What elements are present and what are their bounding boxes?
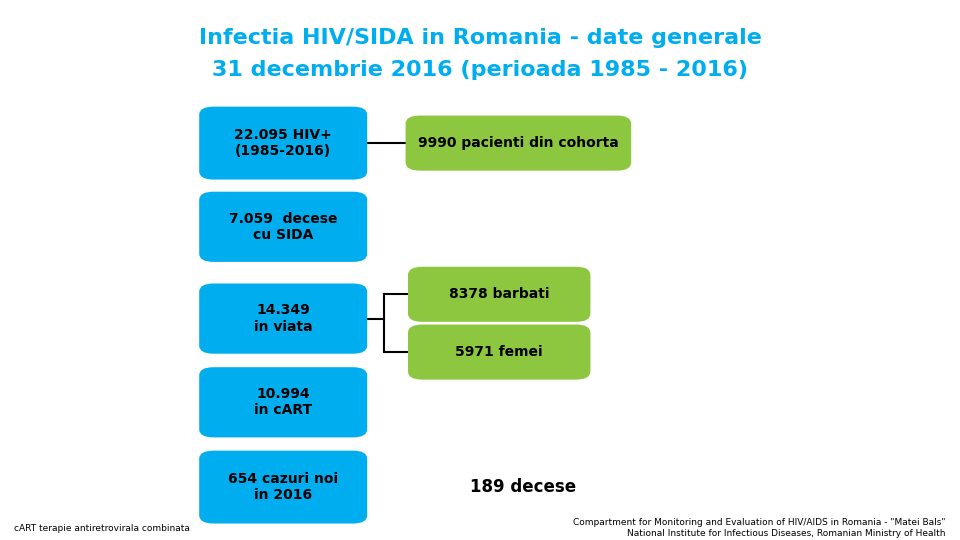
FancyBboxPatch shape [199, 284, 367, 354]
Text: Compartment for Monitoring and Evaluation of HIV/AIDS in Romania - "Matei Bals"
: Compartment for Monitoring and Evaluatio… [573, 518, 946, 538]
Text: 8378 barbati: 8378 barbati [449, 287, 549, 301]
FancyBboxPatch shape [199, 450, 367, 524]
Text: Infectia HIV/SIDA in Romania - date generale: Infectia HIV/SIDA in Romania - date gene… [199, 28, 761, 48]
Text: 14.349
in viata: 14.349 in viata [253, 303, 313, 334]
FancyBboxPatch shape [199, 106, 367, 179]
Text: 9990 pacienti din cohorta: 9990 pacienti din cohorta [418, 136, 619, 150]
FancyBboxPatch shape [406, 116, 632, 171]
Text: 5971 femei: 5971 femei [455, 345, 543, 359]
Text: 22.095 HIV+
(1985-2016): 22.095 HIV+ (1985-2016) [234, 128, 332, 158]
Text: 654 cazuri noi
in 2016: 654 cazuri noi in 2016 [228, 472, 338, 502]
Text: 7.059  decese
cu SIDA: 7.059 decese cu SIDA [228, 212, 338, 242]
Text: 10.994
in cART: 10.994 in cART [254, 387, 312, 417]
FancyBboxPatch shape [408, 267, 590, 322]
Text: 189 decese: 189 decese [470, 478, 577, 496]
FancyBboxPatch shape [199, 192, 367, 262]
FancyBboxPatch shape [408, 325, 590, 380]
Text: cART terapie antiretrovirala combinata: cART terapie antiretrovirala combinata [14, 524, 190, 532]
FancyBboxPatch shape [199, 367, 367, 437]
Text: 31 decembrie 2016 (perioada 1985 - 2016): 31 decembrie 2016 (perioada 1985 - 2016) [212, 60, 748, 80]
